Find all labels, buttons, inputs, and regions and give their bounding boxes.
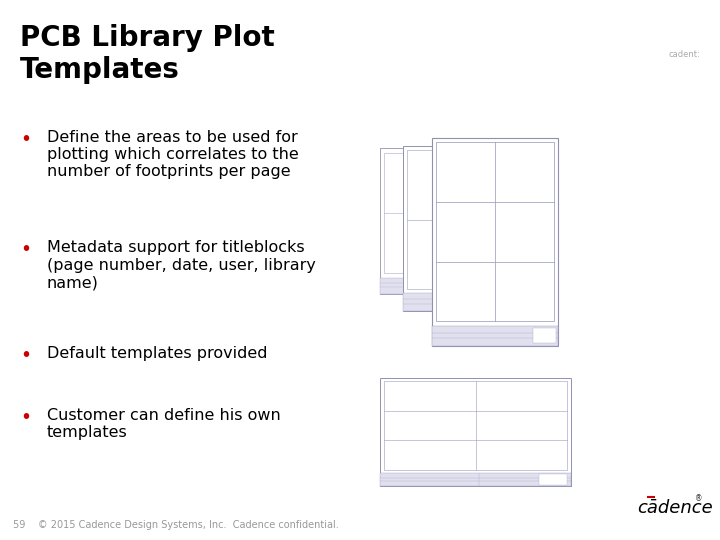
Text: 59    © 2015 Cadence Design Systems, Inc.  Cadence confidential.: 59 © 2015 Cadence Design Systems, Inc. C… xyxy=(13,520,338,530)
Text: cadent:: cadent: xyxy=(668,50,700,59)
Text: Metadata support for titleblocks
(page number, date, user, library
name): Metadata support for titleblocks (page n… xyxy=(47,240,315,290)
Bar xyxy=(380,473,571,486)
Bar xyxy=(534,328,556,343)
Text: ®: ® xyxy=(695,494,702,503)
Text: •: • xyxy=(20,130,31,148)
Bar xyxy=(432,138,558,346)
Bar xyxy=(432,326,558,346)
Bar xyxy=(384,381,567,470)
Bar xyxy=(403,293,493,310)
Bar xyxy=(380,278,456,294)
Bar xyxy=(436,142,554,321)
Text: •: • xyxy=(20,240,31,259)
Text: •: • xyxy=(20,346,31,365)
Bar xyxy=(403,146,493,310)
Bar xyxy=(380,378,571,486)
Bar xyxy=(407,150,490,289)
Bar xyxy=(380,148,456,294)
Text: PCB Library Plot
Templates: PCB Library Plot Templates xyxy=(20,24,275,84)
Text: cādence: cādence xyxy=(637,500,713,517)
Text: Default templates provided: Default templates provided xyxy=(47,346,267,361)
Bar xyxy=(539,474,567,485)
Text: •: • xyxy=(20,408,31,427)
Text: Customer can define his own
templates: Customer can define his own templates xyxy=(47,408,281,440)
Bar xyxy=(474,296,492,308)
Bar xyxy=(384,153,452,273)
Text: Define the areas to be used for
plotting which correlates to the
number of footp: Define the areas to be used for plotting… xyxy=(47,130,299,179)
